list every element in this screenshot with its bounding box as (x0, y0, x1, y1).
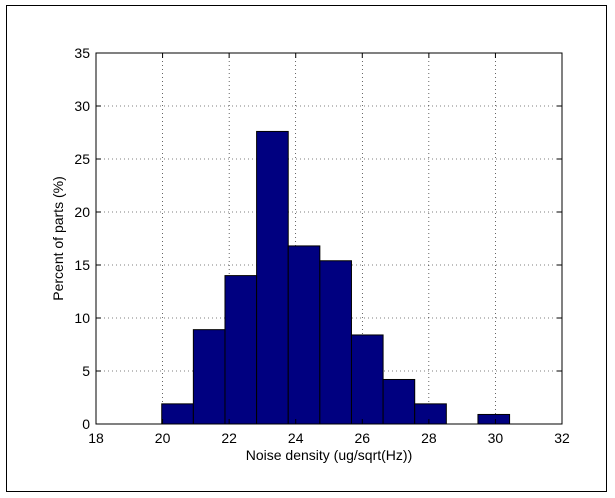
x-tick-label: 18 (88, 430, 104, 446)
histogram-bar (287, 245, 321, 425)
plot-area-border (95, 52, 563, 425)
histogram-bar (477, 413, 511, 425)
histogram-bar (161, 403, 194, 425)
x-tick-label: 26 (354, 430, 370, 446)
histogram-bar (350, 334, 384, 425)
y-tick-label: 35 (74, 45, 90, 61)
x-tick-label: 28 (421, 430, 437, 446)
x-tick-label: 32 (554, 430, 570, 446)
y-tick-label: 30 (74, 98, 90, 114)
histogram-bar (319, 260, 352, 425)
histogram-bar (256, 130, 289, 425)
histogram-bar (382, 378, 416, 425)
histogram-bar (414, 403, 447, 425)
y-tick-label: 5 (82, 363, 90, 379)
x-tick-label: 22 (221, 430, 237, 446)
y-tick-label: 25 (74, 151, 90, 167)
x-axis-label: Noise density (ug/sqrt(Hz)) (246, 447, 413, 463)
y-tick-label: 15 (74, 257, 90, 273)
histogram-bar (224, 275, 258, 425)
x-tick-label: 24 (288, 430, 304, 446)
y-tick-label: 20 (74, 204, 90, 220)
x-tick-label: 20 (155, 430, 171, 446)
axis-ticks: 18 20 22 24 26 28 30 32 0 5 10 15 20 25 30 35 (74, 45, 570, 446)
y-tick-label: 0 (82, 416, 90, 432)
histogram-bar (192, 329, 226, 425)
y-tick-label: 10 (74, 310, 90, 326)
y-axis-label: Percent of parts (%) (50, 176, 66, 301)
histogram-bars (161, 130, 511, 425)
x-tick-label: 30 (488, 430, 504, 446)
